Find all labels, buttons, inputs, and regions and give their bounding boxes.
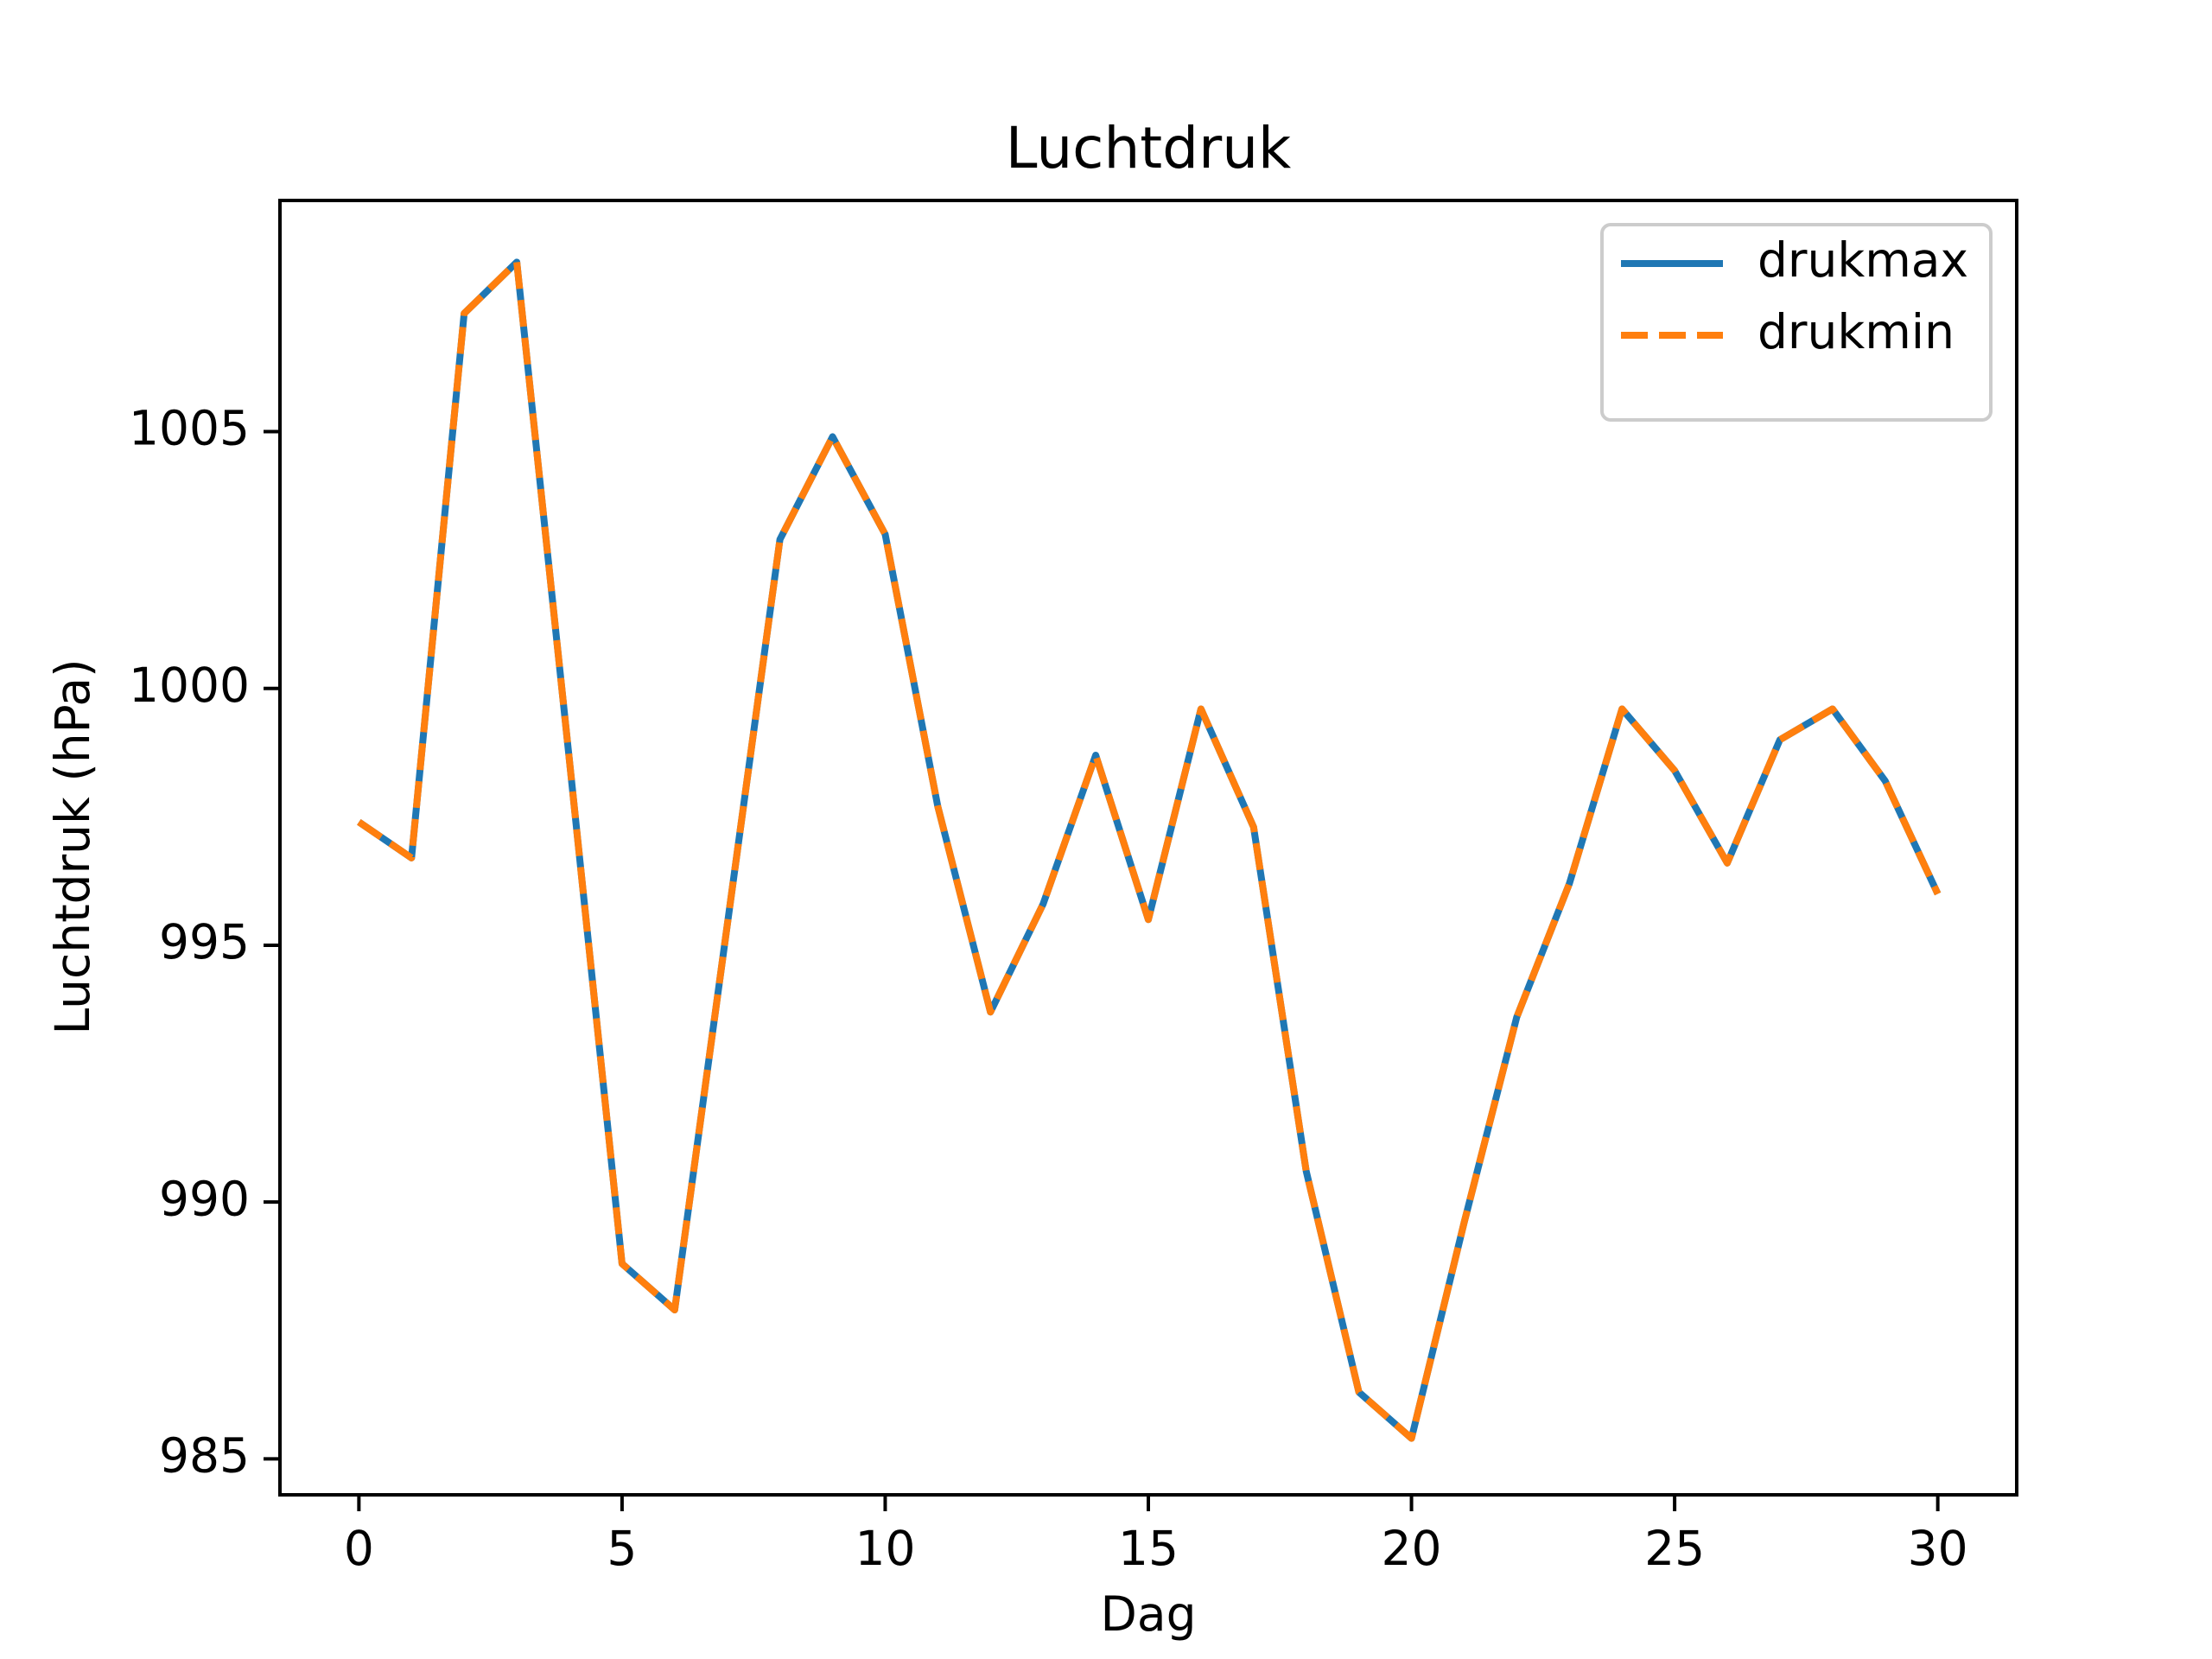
x-tick-label: 10 bbox=[855, 1521, 915, 1576]
x-axis-label: Dag bbox=[1101, 1586, 1197, 1642]
legend-box bbox=[1600, 223, 1993, 422]
x-tick-label: 15 bbox=[1118, 1521, 1179, 1576]
x-tick-label: 0 bbox=[344, 1521, 374, 1576]
y-tick-label: 1005 bbox=[129, 401, 250, 456]
legend-label: drukmin bbox=[1758, 304, 1955, 359]
line-series bbox=[357, 258, 1942, 1442]
y-axis-label: Luchtdruk (hPa) bbox=[45, 658, 100, 1034]
chart-title: Luchtdruk bbox=[1006, 115, 1292, 181]
axes-frame bbox=[278, 199, 2018, 1497]
x-tick-label: 5 bbox=[607, 1521, 637, 1576]
x-tick-label: 20 bbox=[1382, 1521, 1442, 1576]
x-tick-label: 30 bbox=[1908, 1521, 1968, 1576]
x-tick-label: 25 bbox=[1644, 1521, 1705, 1576]
legend-label: drukmax bbox=[1758, 232, 1968, 288]
y-tick-label: 1000 bbox=[129, 658, 250, 713]
y-tick-label: 985 bbox=[159, 1428, 250, 1484]
y-tick-label: 990 bbox=[159, 1171, 250, 1226]
y-tick-label: 995 bbox=[159, 914, 250, 969]
